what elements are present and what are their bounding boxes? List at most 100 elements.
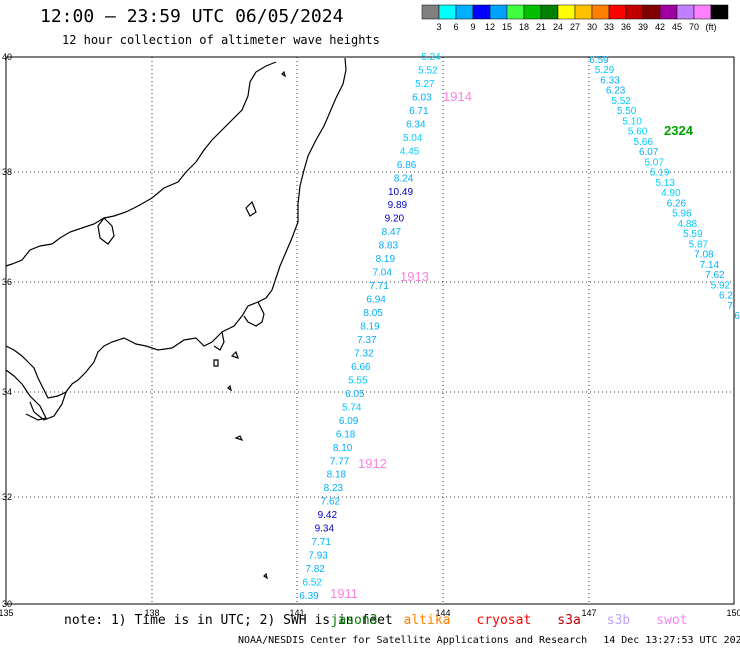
- colorbar-swatch: [676, 4, 695, 20]
- wave-height-value: 7.62: [705, 270, 725, 281]
- wave-height-value: 5.13: [655, 178, 675, 189]
- mission-label-jason3: jason3: [330, 613, 378, 628]
- wave-height-value: 8.47: [382, 227, 402, 238]
- izu-peninsula: [213, 331, 225, 351]
- hokkaido-tip: [281, 70, 286, 78]
- izu-islands-1: [230, 350, 239, 359]
- wave-height-value: 5.10: [622, 116, 642, 127]
- colorbar-swatch: [489, 4, 508, 20]
- wave-height-value: 6.52: [302, 578, 322, 589]
- mission-label-swot: swot: [656, 613, 688, 628]
- wave-height-value: 9.34: [315, 524, 335, 535]
- colorbar-label: 12: [485, 22, 495, 32]
- wave-height-value: 5.66: [633, 137, 653, 148]
- credit-org: NOAA/NESDIS Center for Satellite Applica…: [238, 635, 588, 646]
- wave-height-value: 5.87: [689, 239, 709, 250]
- wave-height-value: 5.74: [342, 402, 362, 413]
- colorbar-swatch: [540, 4, 559, 20]
- wave-height-value: 8.23: [324, 483, 344, 494]
- colorbar-swatch: [574, 4, 593, 20]
- colorbar-label: 24: [553, 22, 563, 32]
- wave-height-value: 7.04: [372, 268, 392, 279]
- colorbar-swatch: [591, 4, 610, 20]
- colorbar-swatch: [523, 4, 542, 20]
- longitude-tick-label: 138: [144, 608, 159, 618]
- boso-peninsula: [243, 301, 265, 327]
- credit-timestamp: 14 Dec 13:27:53 UTC 2024: [603, 635, 740, 646]
- latitude-tick-label: 30: [2, 599, 12, 609]
- wave-height-value: 7.32: [354, 348, 374, 359]
- wave-height-value: 7.08: [694, 250, 714, 261]
- wave-height-value: 6.86: [397, 160, 417, 171]
- wave-height-value: 6.71: [409, 106, 429, 117]
- track-pass-label: 1913: [400, 269, 429, 284]
- wave-height-value: 6.23: [606, 86, 626, 97]
- wave-height-value: 6.07: [639, 147, 659, 158]
- latitude-tick-label: 36: [2, 277, 12, 287]
- colorbar-label: 30: [587, 22, 597, 32]
- colorbar-swatch: [625, 4, 644, 20]
- wave-height-value: 4.45: [400, 146, 420, 157]
- kii-peninsula: [29, 391, 67, 421]
- wave-height-value: 4.88: [678, 219, 698, 230]
- wave-height-value: 8.19: [360, 322, 380, 333]
- latitude-tick-label: 34: [2, 387, 12, 397]
- longitude-tick-label: 141: [289, 608, 304, 618]
- colorbar-label: 39: [638, 22, 648, 32]
- wave-height-value: 5.04: [403, 133, 423, 144]
- track-pass-label: 2324: [664, 123, 694, 138]
- wave-height-value: 7.82: [305, 564, 325, 575]
- wave-height-value: 5.59: [683, 229, 703, 240]
- longitude-tick-label: 135: [0, 608, 14, 618]
- wave-height-value: 5.52: [418, 66, 438, 77]
- longitude-tick-label: 150: [726, 608, 740, 618]
- wave-height-value: 5.52: [611, 96, 631, 107]
- track-pass-label: 1911: [330, 586, 358, 601]
- izu-islands-4: [227, 384, 232, 392]
- izu-islands-2: [234, 435, 244, 442]
- mission-label-cryosat: cryosat: [476, 613, 532, 628]
- wave-height-value: 9.89: [388, 200, 408, 211]
- colorbar-label: 6: [453, 22, 458, 32]
- oshima: [213, 359, 219, 367]
- wave-height-value: 6.09: [339, 416, 359, 427]
- wave-height-value: 10.49: [388, 187, 413, 198]
- colorbar-label: 33: [604, 22, 614, 32]
- noto-peninsula: [97, 217, 115, 245]
- wave-height-value: 6.2: [719, 291, 733, 302]
- shikoku-coast: [5, 369, 47, 421]
- colorbar-label: 36: [621, 22, 631, 32]
- wave-height-value: 6.66: [351, 362, 371, 373]
- sado-island: [245, 200, 257, 217]
- wave-height-value: 5.27: [415, 79, 435, 90]
- track-pass-label: 1912: [358, 456, 387, 471]
- credit-line: NOAA/NESDIS Center for Satellite Applica…: [238, 635, 740, 646]
- wave-height-value: 8.83: [379, 241, 399, 252]
- colorbar-swatch: [710, 4, 729, 20]
- latitude-tick-label: 40: [2, 52, 12, 62]
- wave-height-value: 7.14: [700, 260, 720, 271]
- mission-legend: jason3 altika cryosat s3a s3b swot: [331, 613, 688, 628]
- colorbar-swatch: [506, 4, 525, 20]
- honshu-coastline: [5, 57, 347, 399]
- wave-height-value: 7.37: [357, 335, 377, 346]
- colorbar-swatch: [472, 4, 491, 20]
- colorbar-label: 18: [519, 22, 529, 32]
- colorbar-label: 70: [689, 22, 699, 32]
- colorbar-label: (ft): [706, 22, 717, 32]
- wave-height-value: 8.24: [394, 173, 414, 184]
- wave-height-value: 8.19: [376, 254, 396, 265]
- wave-height-value: 5.19: [650, 168, 670, 179]
- latitude-tick-label: 38: [2, 167, 12, 177]
- wave-height-value: 7.71: [311, 537, 331, 548]
- longitude-tick-label: 147: [581, 608, 596, 618]
- wave-height-value: 5.50: [617, 106, 637, 117]
- colorbar-swatch: [421, 4, 440, 20]
- colorbar-swatch: [608, 4, 627, 20]
- wave-height-value: 9.20: [385, 214, 405, 225]
- wave-height-value: 5.24: [421, 52, 441, 63]
- wave-height-value: 7.: [727, 301, 735, 312]
- wave-height-value: 8.18: [327, 470, 347, 481]
- wave-height-value: 8.10: [333, 443, 353, 454]
